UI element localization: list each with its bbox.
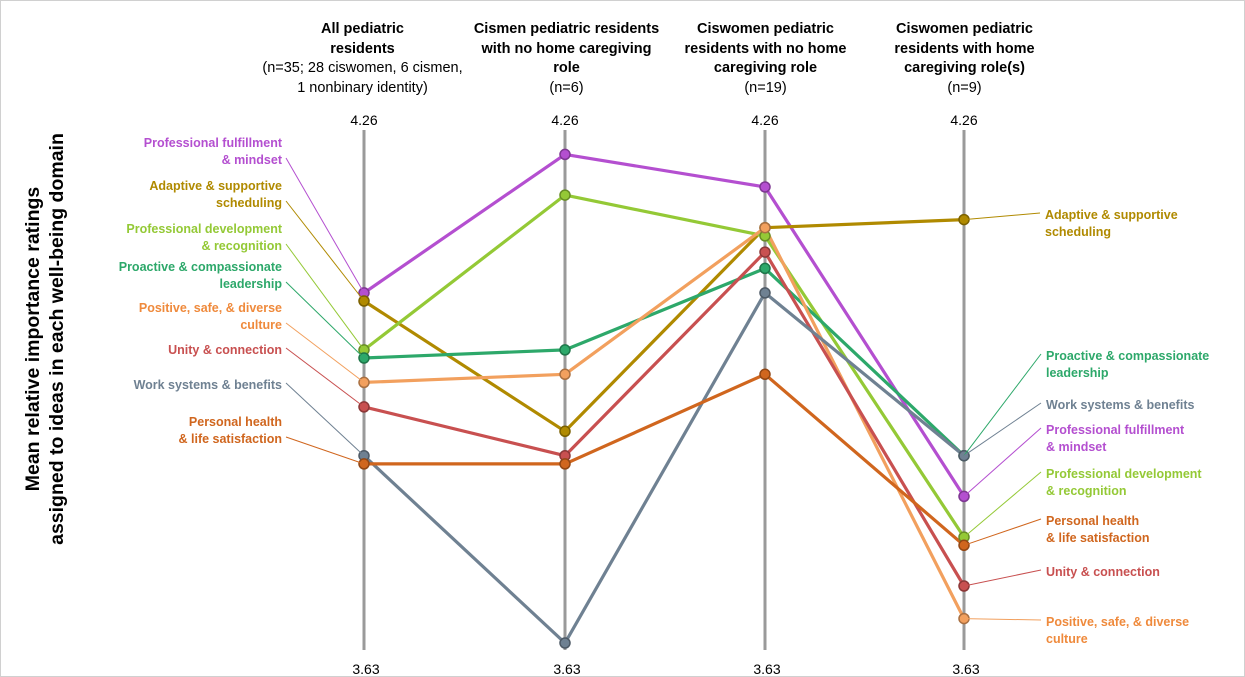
series-line xyxy=(364,372,966,547)
axis-min-label: 3.63 xyxy=(753,661,780,677)
axis-max-label: 4.26 xyxy=(751,112,778,128)
series-label-left: Professional development xyxy=(126,222,282,236)
data-point xyxy=(559,458,571,470)
axis-title: Cismen pediatric residents with no home … xyxy=(473,21,660,76)
series-label-left: scheduling xyxy=(216,196,282,210)
series-label-left: Professional fulfillment xyxy=(144,136,283,150)
axis-subtitle: (n=9) xyxy=(947,79,982,96)
series-label-right: & mindset xyxy=(1046,440,1107,454)
leader-line xyxy=(285,436,365,465)
data-point xyxy=(759,221,771,234)
leader-line xyxy=(963,471,1042,538)
leader-line xyxy=(285,281,365,359)
series-line xyxy=(363,218,965,433)
series-label-left: Work systems & benefits xyxy=(134,378,282,392)
series-label-right: Professional fulfillment xyxy=(1046,423,1185,437)
axis-subtitle: (n=6) xyxy=(549,79,584,96)
leader-line xyxy=(285,157,365,294)
data-point xyxy=(559,189,571,201)
leader-line xyxy=(963,353,1042,457)
data-point xyxy=(559,425,571,438)
leader-line xyxy=(963,518,1042,546)
axis-subtitle: (n=19) xyxy=(744,79,787,96)
leader-line xyxy=(963,427,1042,497)
series-line xyxy=(363,193,966,538)
series-label-left: Adaptive & supportive xyxy=(149,179,282,193)
data-point xyxy=(759,181,771,193)
axis-max-label: 4.26 xyxy=(350,112,377,128)
leader-line xyxy=(963,402,1042,457)
series-label-right: leadership xyxy=(1046,366,1109,380)
series-line xyxy=(363,226,966,620)
axis-max-label: 4.26 xyxy=(551,112,578,128)
data-point xyxy=(559,368,571,381)
axis-title: Ciswomen pediatric residents with no hom… xyxy=(684,21,847,76)
axis-min-label: 3.63 xyxy=(352,661,379,677)
series-label-left: & mindset xyxy=(222,153,283,167)
leader-line xyxy=(285,382,365,457)
series-line xyxy=(363,266,966,457)
data-point xyxy=(559,344,571,356)
series-label-left: Proactive & compassionate xyxy=(119,260,282,274)
series-label-left: culture xyxy=(240,318,282,332)
series-label-right: Positive, safe, & diverse xyxy=(1046,615,1189,629)
axis-header-cismen-no-caregiving: Cismen pediatric residents with no home … xyxy=(459,20,674,98)
axis-title: Ciswomen pediatric residents with home c… xyxy=(894,21,1035,76)
data-point xyxy=(759,246,771,258)
leader-line xyxy=(285,200,365,302)
series-label-right: Professional development xyxy=(1046,467,1202,481)
axis-header-ciswomen-caregiving: Ciswomen pediatric residents with home c… xyxy=(857,20,1072,98)
axis-min-label: 3.63 xyxy=(553,661,580,677)
series-label-right: scheduling xyxy=(1045,225,1111,239)
series-label-left: Unity & connection xyxy=(168,343,282,357)
series-label-right: Proactive & compassionate xyxy=(1046,349,1209,363)
axis-header-ciswomen-no-caregiving: Ciswomen pediatric residents with no hom… xyxy=(658,20,873,98)
axis-subtitle: (n=35; 28 ciswomen, 6 cismen, 1 nonbinar… xyxy=(262,60,463,96)
series-label-right: culture xyxy=(1046,632,1088,646)
data-point xyxy=(559,637,571,649)
leader-line xyxy=(285,322,365,383)
leader-line xyxy=(963,212,1041,221)
series-label-right: & life satisfaction xyxy=(1046,531,1150,545)
series-line xyxy=(363,152,966,498)
leader-line xyxy=(963,569,1042,587)
series-label-right: & recognition xyxy=(1046,484,1127,498)
axis-min-label: 3.63 xyxy=(952,661,979,677)
series-label-left: Personal health xyxy=(189,415,282,429)
axis-header-all-residents: All pediatric residents (n=35; 28 ciswom… xyxy=(255,20,470,98)
axis-max-label: 4.26 xyxy=(950,112,977,128)
series-label-right: Work systems & benefits xyxy=(1046,398,1194,412)
leader-line xyxy=(963,618,1042,621)
leader-line xyxy=(285,243,365,351)
series-label-right: Personal health xyxy=(1046,514,1139,528)
series-line xyxy=(363,250,966,587)
data-point xyxy=(759,262,771,275)
series-label-left: & life satisfaction xyxy=(179,432,283,446)
data-point xyxy=(759,368,771,381)
series-label-right: Unity & connection xyxy=(1046,565,1160,579)
series-label-right: Adaptive & supportive xyxy=(1045,208,1178,222)
series-label-left: Positive, safe, & diverse xyxy=(139,301,282,315)
leader-line xyxy=(285,347,365,408)
axis-title: All pediatric residents xyxy=(321,21,404,57)
series-label-left: leadership xyxy=(219,277,282,291)
series-line xyxy=(362,291,966,645)
data-point xyxy=(759,287,771,299)
series-label-left: & recognition xyxy=(201,239,282,253)
data-point xyxy=(559,148,571,161)
